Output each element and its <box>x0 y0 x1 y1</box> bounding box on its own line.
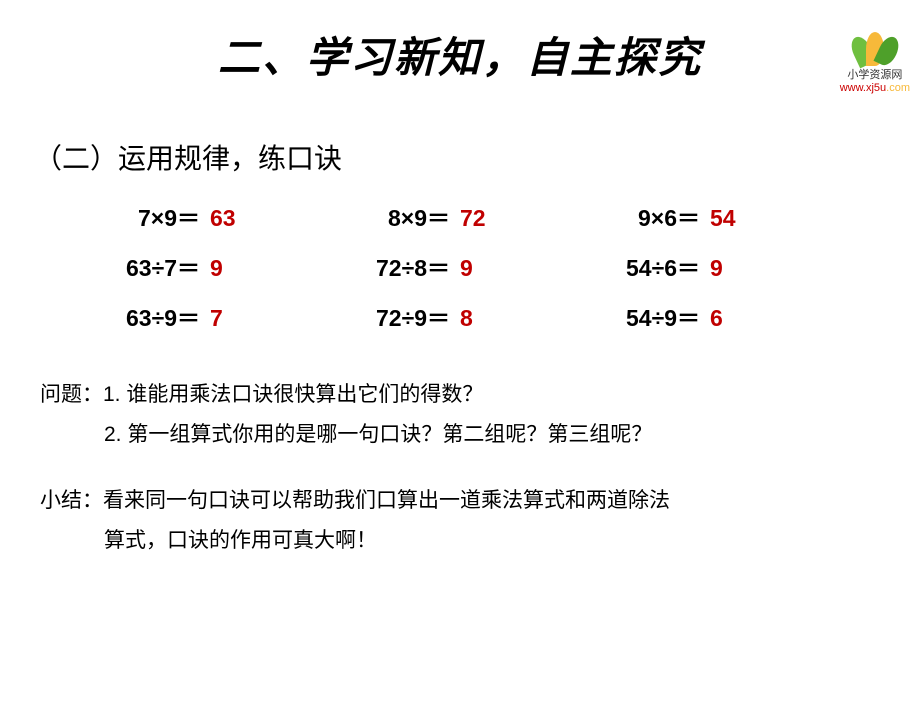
site-logo: 小学资源网 www.xj5u.com <box>840 30 910 94</box>
question-line-2: 2. 第一组算式你用的是哪一句口诀？第二组呢？第三组呢？ <box>104 415 920 455</box>
equation-expr: 54÷6＝ <box>600 249 700 283</box>
questions-label: 问题： <box>40 383 103 406</box>
equation-answer: 9 <box>710 255 723 282</box>
question-2: 2. 第一组算式你用的是哪一句口诀？第二组呢？第三组呢？ <box>104 423 652 446</box>
equation-row: 63÷7＝ 9 72÷8＝ 9 54÷6＝ 9 <box>100 249 920 283</box>
equation-answer: 9 <box>460 255 473 282</box>
equation-row: 63÷9＝ 7 72÷9＝ 8 54÷9＝ 6 <box>100 299 920 333</box>
equation-expr: 9×6＝ <box>600 199 700 233</box>
equation-answer: 63 <box>210 205 236 232</box>
equation-expr: 63÷7＝ <box>100 249 200 283</box>
equation-cell: 9×6＝ 54 <box>600 199 850 233</box>
questions-block: 问题：1. 谁能用乘法口诀很快算出它们的得数？ 2. 第一组算式你用的是哪一句口… <box>40 375 920 455</box>
summary-line-2: 算式，口诀的作用可真大啊！ <box>104 521 920 561</box>
logo-leaf-icon <box>851 30 899 66</box>
equation-row: 7×9＝ 63 8×9＝ 72 9×6＝ 54 <box>100 199 920 233</box>
question-line-1: 问题：1. 谁能用乘法口诀很快算出它们的得数？ <box>40 375 920 415</box>
logo-text-cn: 小学资源网 <box>840 66 910 82</box>
equation-answer: 8 <box>460 305 473 332</box>
equation-answer: 54 <box>710 205 736 232</box>
equation-cell: 72÷8＝ 9 <box>350 249 600 283</box>
summary-text-2: 算式，口诀的作用可真大啊！ <box>104 529 377 552</box>
equation-cell: 7×9＝ 63 <box>100 199 350 233</box>
equation-expr: 72÷9＝ <box>350 299 450 333</box>
equation-cell: 63÷7＝ 9 <box>100 249 350 283</box>
equation-answer: 9 <box>210 255 223 282</box>
slide-title: 二、学习新知，自主探究 <box>0 24 920 85</box>
equation-expr: 7×9＝ <box>100 199 200 233</box>
equation-cell: 54÷6＝ 9 <box>600 249 850 283</box>
logo-text-url: www.xj5u.com <box>840 82 910 94</box>
section-subtitle: （二）运用规律，练口诀 <box>34 137 920 177</box>
equation-cell: 54÷9＝ 6 <box>600 299 850 333</box>
equation-expr: 54÷9＝ <box>600 299 700 333</box>
question-1: 1. 谁能用乘法口诀很快算出它们的得数？ <box>103 383 483 406</box>
equation-cell: 63÷9＝ 7 <box>100 299 350 333</box>
summary-line-1: 小结：看来同一句口诀可以帮助我们口算出一道乘法算式和两道除法 <box>40 481 920 521</box>
equation-expr: 8×9＝ <box>350 199 450 233</box>
equation-answer: 72 <box>460 205 486 232</box>
equation-cell: 72÷9＝ 8 <box>350 299 600 333</box>
equation-expr: 63÷9＝ <box>100 299 200 333</box>
summary-text-1: 看来同一句口诀可以帮助我们口算出一道乘法算式和两道除法 <box>103 489 670 512</box>
equations-block: 7×9＝ 63 8×9＝ 72 9×6＝ 54 63÷7＝ 9 72÷8＝ 9 … <box>100 199 920 333</box>
summary-label: 小结： <box>40 489 103 512</box>
summary-block: 小结：看来同一句口诀可以帮助我们口算出一道乘法算式和两道除法 算式，口诀的作用可… <box>40 481 920 561</box>
equation-answer: 7 <box>210 305 223 332</box>
equation-cell: 8×9＝ 72 <box>350 199 600 233</box>
equation-expr: 72÷8＝ <box>350 249 450 283</box>
equation-answer: 6 <box>710 305 723 332</box>
